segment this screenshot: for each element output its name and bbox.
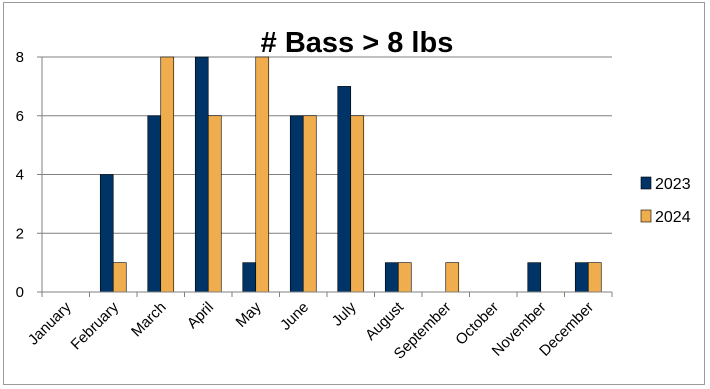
x-tick-label: May xyxy=(233,298,265,330)
bar-2024-july xyxy=(350,115,365,293)
legend-swatch-2023 xyxy=(640,176,652,190)
bars xyxy=(99,56,602,293)
gridlines xyxy=(42,56,612,234)
bar-2023-august xyxy=(384,262,399,293)
bar-2023-may xyxy=(242,262,257,293)
x-tick-label: April xyxy=(184,299,217,332)
bar-2023-february xyxy=(99,174,114,293)
legend-label-2024: 2024 xyxy=(655,209,691,226)
bar-2023-november xyxy=(527,262,542,293)
chart-title: # Bass > 8 lbs xyxy=(261,27,454,59)
bar-2024-december xyxy=(587,262,602,293)
bar-2024-june xyxy=(302,115,317,293)
legend: 2023 2024 xyxy=(640,176,691,226)
x-tick-label: March xyxy=(128,299,169,340)
x-tick-label: June xyxy=(277,299,312,334)
bar-2024-april xyxy=(207,115,222,293)
x-tick-label: August xyxy=(362,298,408,344)
bar-2023-march xyxy=(147,115,162,293)
bar-2024-february xyxy=(112,262,127,293)
y-tick-label: 0 xyxy=(16,284,24,301)
x-tick-label: February xyxy=(68,298,123,353)
bar-2023-april xyxy=(194,56,209,293)
bar-2024-may xyxy=(255,56,270,293)
bar-2023-december xyxy=(574,262,589,293)
legend-label-2023: 2023 xyxy=(655,176,691,193)
legend-swatch-2024 xyxy=(640,209,652,223)
y-tick-label: 8 xyxy=(16,49,24,66)
x-tick-label: July xyxy=(329,298,360,329)
y-tick-label: 6 xyxy=(16,108,24,125)
y-axis-ticks: 0 2 4 6 8 xyxy=(16,49,24,301)
bar-2024-march xyxy=(160,56,175,293)
bar-2024-september xyxy=(445,262,460,293)
y-tick-label: 2 xyxy=(16,225,24,242)
bar-2024-august xyxy=(397,262,412,293)
y-tick-label: 4 xyxy=(16,167,24,184)
bar-2023-july xyxy=(337,86,352,293)
bar-2023-june xyxy=(289,115,304,293)
axes xyxy=(37,56,613,297)
